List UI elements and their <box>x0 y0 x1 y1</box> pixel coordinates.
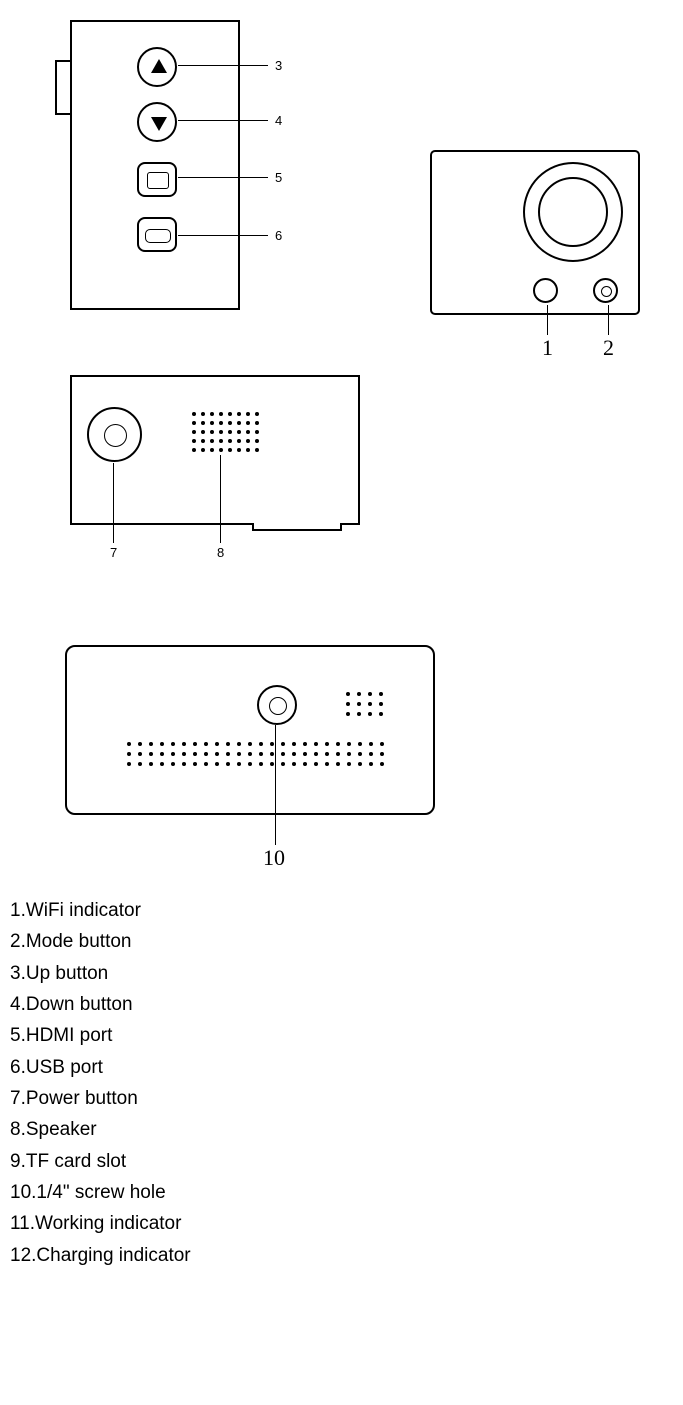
leader-5 <box>178 177 268 178</box>
callout-label-3: 3 <box>275 58 282 73</box>
legend-item: 12.Charging indicator <box>10 1240 673 1271</box>
callout-label-10: 10 <box>263 845 285 871</box>
leader-1 <box>547 305 548 335</box>
down-button-icon <box>137 102 177 142</box>
hdmi-port-icon <box>137 162 177 197</box>
callout-label-7: 7 <box>110 545 117 560</box>
legend-item: 4.Down button <box>10 989 673 1020</box>
leader-3 <box>178 65 268 66</box>
leader-4 <box>178 120 268 121</box>
leader-6 <box>178 235 268 236</box>
diagram-front-view: 1 2 <box>430 150 640 315</box>
callout-label-6: 6 <box>275 228 282 243</box>
power-button-icon <box>87 407 142 462</box>
leader-10 <box>275 725 276 845</box>
wifi-indicator-icon <box>533 278 558 303</box>
diagram-bottom-view: 10 <box>65 645 673 815</box>
front-body <box>430 150 640 315</box>
legend-item: 3.Up button <box>10 958 673 989</box>
legend-item: 7.Power button <box>10 1083 673 1114</box>
diagram-top-view: 7 8 <box>70 375 673 525</box>
side-protrusion <box>55 60 70 115</box>
top-edge <box>252 523 342 531</box>
legend-item: 1.WiFi indicator <box>10 895 673 926</box>
lens-inner <box>538 177 608 247</box>
callout-label-1: 1 <box>542 335 553 361</box>
speaker-icon <box>192 412 259 452</box>
legend-item: 10.1/4" screw hole <box>10 1177 673 1208</box>
usb-port-icon <box>137 217 177 252</box>
up-button-icon <box>137 47 177 87</box>
legend-item: 2.Mode button <box>10 926 673 957</box>
mode-button-icon <box>593 278 618 303</box>
callout-label-5: 5 <box>275 170 282 185</box>
legend-item: 8.Speaker <box>10 1114 673 1145</box>
legend-item: 9.TF card slot <box>10 1146 673 1177</box>
legend-item: 5.HDMI port <box>10 1020 673 1051</box>
vent-dots-small <box>346 692 383 716</box>
callout-label-8: 8 <box>217 545 224 560</box>
bottom-body <box>65 645 435 815</box>
leader-7 <box>113 463 114 543</box>
callout-label-4: 4 <box>275 113 282 128</box>
legend-list: 1.WiFi indicator 2.Mode button 3.Up butt… <box>10 895 673 1271</box>
leader-8 <box>220 455 221 543</box>
callout-label-2: 2 <box>603 335 614 361</box>
vent-dots <box>127 742 384 766</box>
leader-2 <box>608 305 609 335</box>
legend-item: 11.Working indicator <box>10 1208 673 1239</box>
legend-item: 6.USB port <box>10 1052 673 1083</box>
side-view-body <box>70 20 240 310</box>
screw-hole-icon <box>257 685 297 725</box>
diagram-side-view: 3 4 5 6 <box>70 20 240 310</box>
